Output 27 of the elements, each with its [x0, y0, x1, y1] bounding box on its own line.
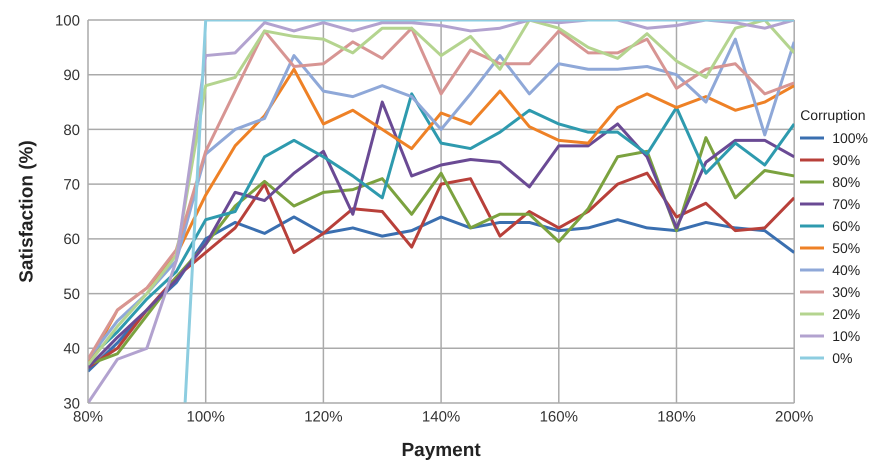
y-tick-label: 80	[63, 122, 80, 139]
y-tick-label: 100	[54, 12, 80, 30]
legend-label: 50%	[832, 240, 860, 256]
x-axis-title: Payment	[401, 440, 482, 461]
x-tick-label: 180%	[657, 408, 696, 426]
x-tick-label: 140%	[422, 408, 460, 426]
y-tick-label: 70	[63, 176, 80, 194]
x-tick-label: 120%	[304, 408, 343, 426]
x-tick-label: 200%	[775, 408, 814, 426]
legend-label: 70%	[832, 196, 860, 212]
legend-label: 0%	[832, 350, 852, 366]
y-tick-label: 40	[63, 340, 80, 358]
x-tick-label: 100%	[186, 408, 225, 426]
legend-label: 20%	[832, 306, 860, 322]
legend-label: 60%	[832, 218, 860, 234]
y-tick-label: 60	[63, 231, 80, 248]
legend-label: 10%	[832, 328, 860, 344]
y-axis-title: Satisfaction (%)	[16, 140, 38, 283]
legend-label: 90%	[832, 152, 860, 168]
y-tick-label: 90	[63, 67, 80, 84]
legend-label: 40%	[832, 262, 860, 278]
legend-title: Corruption	[800, 107, 867, 123]
legend-label: 80%	[832, 174, 860, 190]
legend-label: 100%	[832, 130, 868, 146]
y-tick-label: 50	[63, 286, 80, 303]
x-tick-label: 160%	[540, 408, 578, 426]
legend-label: 30%	[832, 284, 860, 300]
